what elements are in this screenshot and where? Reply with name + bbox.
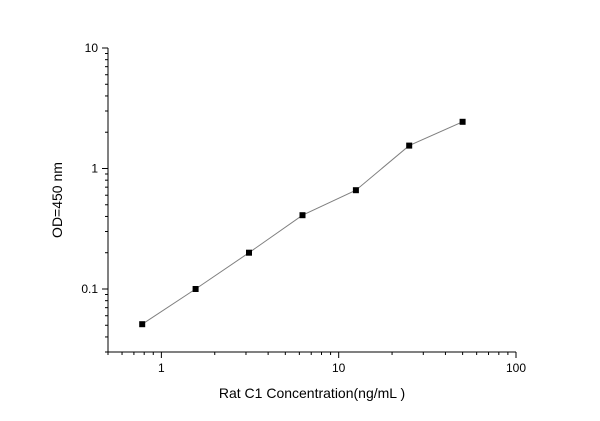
y-axis-label: OD=450 nm bbox=[49, 162, 65, 238]
x-axis-label: Rat C1 Concentration(ng/mL ) bbox=[219, 385, 405, 401]
series-line bbox=[141, 121, 463, 325]
data-point bbox=[299, 212, 306, 219]
data-point bbox=[352, 187, 359, 194]
axes bbox=[107, 48, 516, 353]
data-point bbox=[139, 321, 146, 328]
data-series bbox=[139, 118, 466, 328]
y-tick-label: 0.1 bbox=[81, 282, 98, 296]
x-tick-label: 10 bbox=[332, 361, 346, 375]
x-tick-label: 100 bbox=[506, 361, 526, 375]
tick-labels: 1 10 100 0.1 1 10 bbox=[81, 41, 526, 375]
data-point bbox=[406, 142, 413, 149]
data-point bbox=[192, 286, 199, 292]
data-point bbox=[459, 118, 466, 125]
y-tick-label: 1 bbox=[91, 161, 98, 175]
data-point bbox=[246, 249, 252, 256]
y-tick-label: 10 bbox=[85, 41, 99, 55]
tick-marks bbox=[102, 47, 517, 358]
x-tick-label: 1 bbox=[158, 361, 165, 375]
